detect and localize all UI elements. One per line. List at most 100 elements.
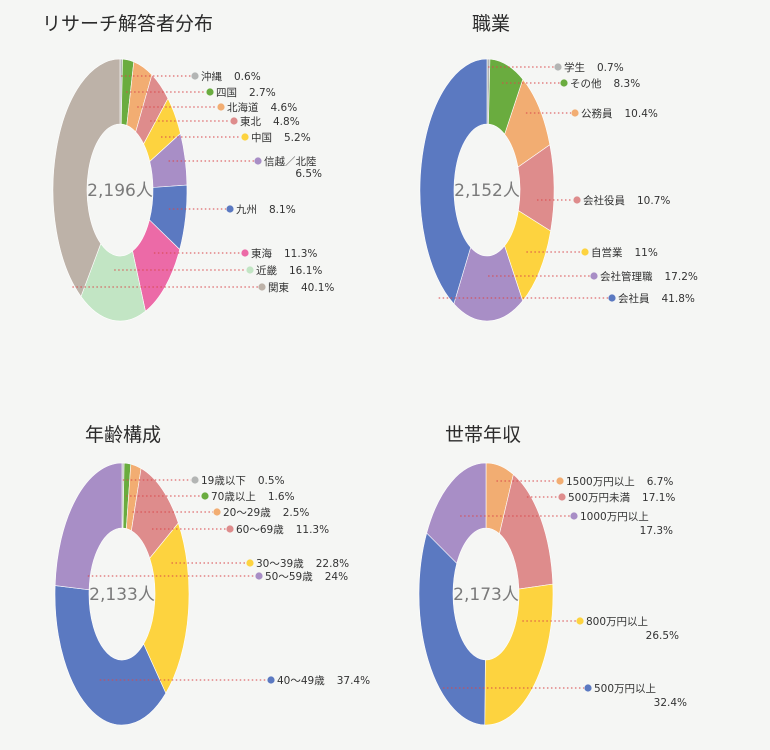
slice-4-5 [418, 532, 486, 726]
slice-2-7 [419, 58, 488, 305]
value-label: 40.1% [301, 282, 334, 294]
chart-title: 年齢構成 [85, 424, 161, 446]
value-label: 8.1% [269, 204, 296, 216]
donut-chart-1: リサーチ解答者分布 2,196人 沖縄 0.6% 四国 2.7% 北海道 4.6% 東北 4.8%… [42, 13, 334, 322]
value-label: 2.5% [283, 507, 310, 519]
category-label: 近畿 [256, 264, 277, 277]
category-label: 40～49歳 [277, 675, 325, 687]
legend-dot-1-10 [258, 283, 266, 291]
category-label: 関東 [268, 281, 289, 294]
value-label: 4.6% [271, 102, 298, 114]
legend-dot-4-2 [558, 493, 566, 501]
category-label: 東北 [240, 115, 261, 128]
legend-dot-1-2 [206, 88, 214, 96]
legend-dot-4-1 [556, 477, 564, 485]
value-label: 2.7% [249, 87, 276, 99]
category-label: 500万円未満 [568, 492, 631, 504]
chart-title: 世帯年収 [445, 424, 521, 446]
value-label: 17.2% [665, 271, 698, 283]
legend-dot-3-3 [213, 508, 221, 516]
category-label: 中国 [251, 131, 272, 144]
category-label: 30～39歳 [256, 558, 304, 570]
chart-title: 職業 [472, 13, 510, 35]
legend-dot-3-4 [226, 525, 234, 533]
value-label: 37.4% [337, 675, 370, 687]
value-label: 11.3% [284, 248, 317, 260]
legend-dot-2-2 [560, 79, 568, 87]
category-label: 会社役員 [583, 194, 625, 207]
category-label: 1000万円以上 [580, 511, 649, 523]
category-label: 500万円以上 [594, 683, 656, 695]
category-label: 19歳以下 [201, 475, 246, 487]
legend-dot-2-4 [573, 196, 581, 204]
legend-dot-3-5 [246, 559, 254, 567]
legend-dot-3-2 [201, 492, 209, 500]
value-label: 22.8% [316, 558, 349, 570]
value-label: 10.7% [637, 195, 670, 207]
category-label: 学生 [564, 61, 585, 74]
legend-dot-3-6 [255, 572, 263, 580]
value-label: 4.8% [273, 116, 300, 128]
value-label: 32.4% [654, 697, 687, 709]
value-label: 8.3% [614, 78, 641, 90]
value-label: 16.1% [289, 265, 322, 277]
total-count: 2,152人 [454, 181, 520, 201]
chart-title: リサーチ解答者分布 [42, 13, 213, 35]
legend-dot-2-3 [571, 109, 579, 117]
value-label: 17.3% [640, 525, 673, 537]
total-count: 2,196人 [87, 181, 153, 201]
legend-dot-1-3 [217, 103, 225, 111]
category-label: 自営業 [591, 246, 623, 259]
legend-dot-2-7 [608, 294, 616, 302]
value-label: 26.5% [646, 630, 679, 642]
legend-dot-1-1 [191, 72, 199, 80]
category-label: 沖縄 [201, 70, 222, 83]
legend-dot-2-5 [581, 248, 589, 256]
donut-chart-2: 職業 2,152人 学生 0.7% その他 8.3% 公務員 10.4% 会社役員 10.7% 自営… [419, 13, 698, 322]
legend-dot-4-5 [584, 684, 592, 692]
value-label: 1.6% [268, 491, 295, 503]
category-label: その他 [570, 77, 602, 90]
category-label: 会社管理職 [600, 270, 653, 283]
value-label: 24% [325, 571, 348, 583]
category-label: 東海 [251, 247, 272, 260]
category-label: 信越／北陸 [264, 155, 317, 168]
slice-3-6 [54, 462, 123, 591]
category-label: 会社員 [618, 292, 650, 305]
legend-dot-3-7 [267, 676, 275, 684]
slice-4-3 [426, 462, 487, 564]
category-label: 四国 [216, 87, 237, 99]
legend-dot-2-1 [554, 63, 562, 71]
slice-4-4 [484, 583, 554, 726]
category-label: 70歳以上 [211, 491, 256, 503]
value-label: 0.6% [234, 71, 261, 83]
legend-dot-4-3 [570, 512, 578, 520]
legend-dot-1-7 [226, 205, 234, 213]
total-count: 2,133人 [89, 585, 155, 605]
category-label: 60～69歳 [236, 524, 284, 536]
value-label: 10.4% [625, 108, 658, 120]
category-label: 公務員 [581, 107, 613, 120]
legend-dot-1-5 [241, 133, 249, 141]
slice-3-7 [54, 585, 167, 726]
donut-chart-3: 年齢構成 2,133人 19歳以下 0.5%70歳以上 1.6% 20～29歳 2.5% 60… [54, 424, 370, 726]
value-label: 5.2% [284, 132, 311, 144]
slice-3-5 [143, 522, 190, 694]
total-count: 2,173人 [453, 585, 519, 605]
category-label: 北海道 [227, 101, 259, 114]
category-label: 1500万円以上 [566, 476, 635, 488]
value-label: 41.8% [662, 293, 695, 305]
category-label: 九州 [236, 204, 257, 216]
legend-dot-2-6 [590, 272, 598, 280]
value-label: 0.5% [258, 475, 285, 487]
legend-dot-1-6 [254, 157, 262, 165]
slice-1-10 [52, 58, 121, 298]
legend-dot-1-4 [230, 117, 238, 125]
value-label: 11.3% [296, 524, 329, 536]
value-label: 0.7% [597, 62, 624, 74]
category-label: 20～29歳 [223, 507, 271, 519]
category-label: 50～59歳 [265, 571, 313, 583]
legend-dot-4-4 [576, 617, 584, 625]
